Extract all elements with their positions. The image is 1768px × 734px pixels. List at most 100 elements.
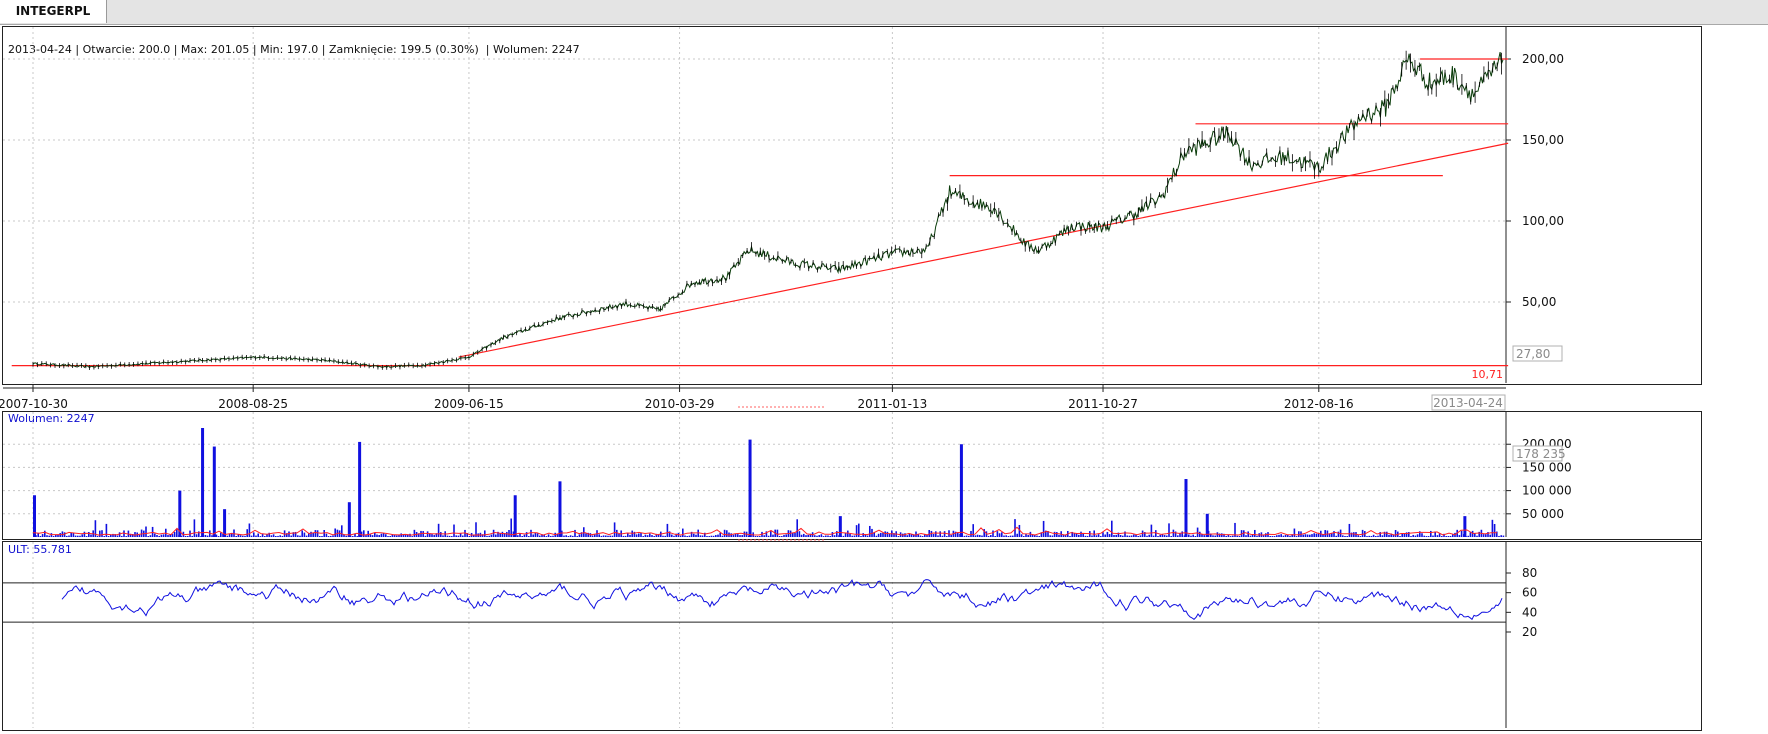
volume-bar: [378, 535, 380, 537]
volume-bar: [1199, 531, 1201, 537]
volume-bar: [631, 530, 633, 537]
volume-bar: [316, 530, 319, 537]
volume-bar: [1018, 524, 1021, 537]
volume-bar: [440, 532, 442, 537]
volume-bar: [1423, 535, 1425, 537]
volume-bar: [805, 535, 807, 537]
volume-bar: [220, 532, 222, 537]
volume-bar: [231, 532, 233, 537]
volume-bar: [525, 532, 528, 537]
volume-bar: [583, 527, 585, 537]
volume-bar: [371, 535, 374, 537]
volume-bar: [173, 531, 176, 537]
volume-bar: [690, 531, 693, 537]
volume-bar: [63, 532, 66, 537]
volume-bar: [209, 530, 211, 537]
volume-bar: [1414, 535, 1417, 537]
volume-bar: [629, 534, 631, 537]
volume-bar: [996, 531, 999, 537]
volume-bar: [657, 534, 660, 537]
volume-bar: [578, 534, 581, 537]
volume-spike-bar: [223, 509, 227, 537]
volume-bar: [754, 535, 757, 537]
volume-bar: [662, 535, 664, 537]
volume-bar: [814, 535, 816, 537]
volume-bar: [52, 535, 55, 537]
volume-bar: [495, 534, 497, 537]
volume-bar: [442, 535, 444, 537]
volume-bar: [880, 532, 882, 537]
volume-bar: [622, 535, 625, 537]
volume-bar: [110, 534, 112, 537]
volume-bar: [1075, 533, 1078, 537]
x-tick-label: 2009-06-15: [434, 397, 504, 411]
volume-bar: [191, 535, 193, 537]
volume-bar: [1399, 535, 1401, 537]
volume-bar: [1317, 533, 1320, 537]
volume-bar: [393, 534, 396, 537]
volume-bar: [367, 530, 369, 537]
volume-bar: [1304, 534, 1307, 537]
volume-bar: [921, 536, 924, 537]
volume-bar: [684, 535, 686, 537]
volume-bar: [1493, 524, 1496, 537]
volume-bar: [534, 532, 537, 537]
volume-bar: [1333, 531, 1335, 537]
volume-bar: [503, 533, 506, 537]
volume-spike-bar: [347, 502, 351, 537]
volume-bar: [919, 535, 922, 537]
volume-bar: [847, 530, 849, 537]
volume-bar: [259, 536, 262, 537]
volume-bar: [1276, 535, 1278, 537]
volume-bar: [305, 535, 308, 537]
volume-bar: [508, 530, 510, 537]
volume-bar: [1102, 532, 1104, 537]
volume-bar: [1177, 535, 1179, 537]
volume-bar: [1368, 535, 1370, 537]
volume-bar: [1108, 534, 1111, 537]
volume-bar: [391, 534, 394, 537]
volume-bar: [255, 535, 257, 537]
volume-bar: [1144, 532, 1146, 537]
volume-ma-line: [32, 526, 1497, 536]
volume-bar: [704, 532, 706, 537]
volume-bar: [829, 535, 831, 537]
volume-bar: [851, 535, 853, 537]
volume-bar: [602, 535, 605, 537]
volume-bar: [708, 536, 710, 537]
volume-bar: [1128, 535, 1131, 537]
volume-bar: [1432, 535, 1434, 537]
volume-bar: [664, 535, 666, 537]
volume-bar: [147, 536, 149, 537]
volume-bar: [332, 535, 334, 537]
min-price-label: 10,71: [1472, 368, 1504, 381]
volume-bar: [1064, 535, 1067, 537]
volume-bar: [759, 536, 761, 537]
volume-bar: [730, 533, 732, 537]
volume-bar: [310, 531, 312, 537]
tab-integerpl[interactable]: INTEGERPL: [0, 0, 107, 23]
volume-bar: [607, 535, 609, 537]
volume-bar: [963, 535, 966, 537]
volume-bar: [37, 532, 39, 537]
info-min-label: Min:: [260, 43, 284, 56]
volume-bar: [301, 530, 303, 537]
volume-bar: [1394, 529, 1397, 537]
volume-bar: [640, 532, 642, 537]
volume-bar: [809, 533, 812, 537]
volume-bar: [737, 534, 739, 537]
volume-bar: [968, 535, 970, 537]
info-max-value: 201.05: [210, 43, 250, 56]
volume-bar: [950, 535, 952, 537]
volume-bar: [789, 530, 792, 537]
volume-bar: [1152, 535, 1155, 537]
volume-bar: [1366, 536, 1368, 537]
volume-bar: [134, 532, 136, 537]
volume-bar: [261, 533, 264, 537]
volume-bar: [530, 529, 532, 537]
volume-bar: [121, 535, 123, 537]
volume-bar: [1438, 533, 1441, 537]
current-price-box: [1512, 345, 1563, 362]
volume-bar: [1137, 536, 1139, 537]
